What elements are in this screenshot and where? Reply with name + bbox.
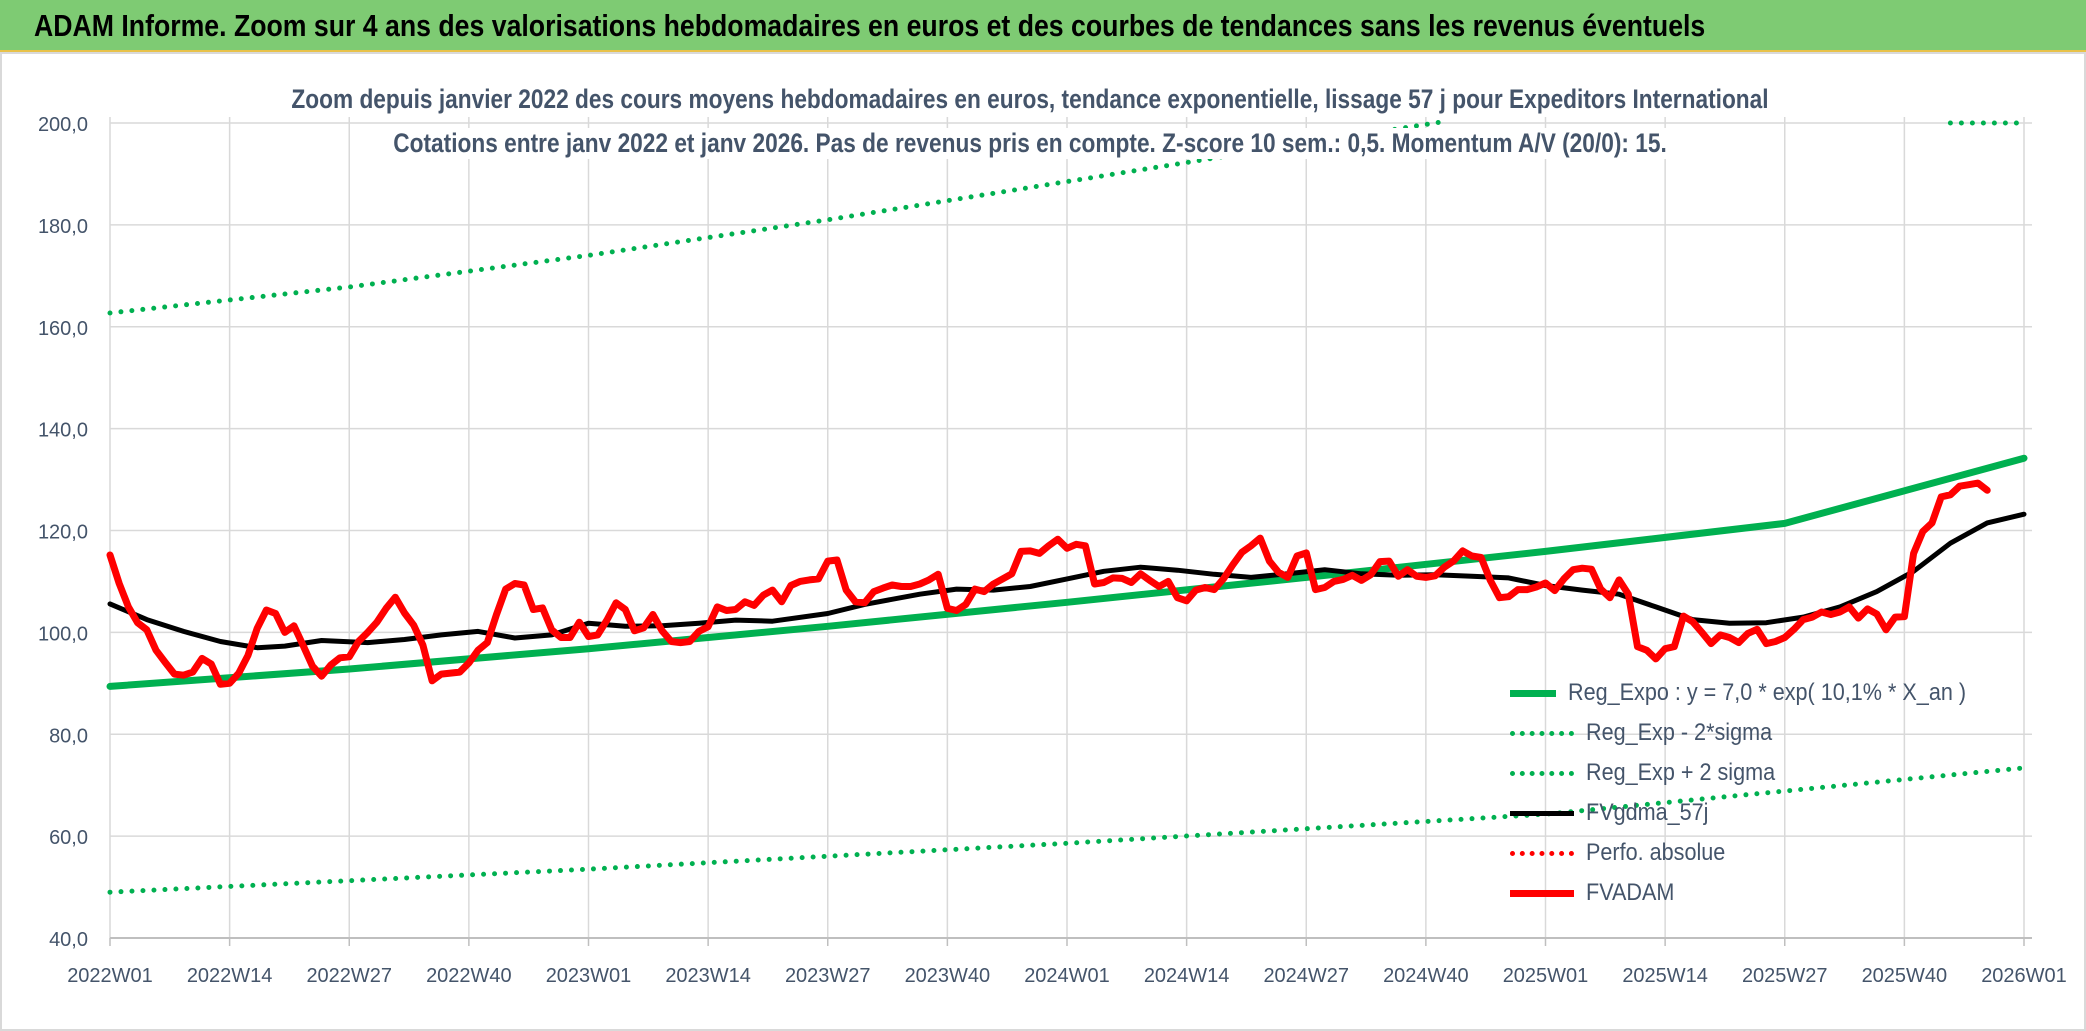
- legend-label: Reg_Exp + 2 sigma: [1586, 759, 1776, 786]
- x-tick-label: 2023W01: [546, 965, 632, 987]
- x-tick-label: 2024W40: [1383, 965, 1469, 987]
- legend-item: Reg_Exp + 2 sigma: [1510, 753, 2010, 793]
- x-tick-label: 2022W01: [67, 965, 153, 987]
- legend-swatch: [1510, 810, 1574, 816]
- legend-item: FVgdma_57j: [1510, 793, 2010, 833]
- x-tick-label: 2025W14: [1622, 965, 1708, 987]
- legend-swatch: [1510, 770, 1574, 776]
- report-title: ADAM Informe. Zoom sur 4 ans des valoris…: [34, 8, 1706, 43]
- report-banner: ADAM Informe. Zoom sur 4 ans des valoris…: [0, 0, 2086, 52]
- x-tick-label: 2022W27: [306, 965, 392, 987]
- y-tick-label: 80,0: [49, 725, 88, 747]
- legend-label: Perfo. absolue: [1586, 839, 1726, 866]
- legend-swatch: [1510, 850, 1574, 856]
- x-tick-label: 2025W40: [1862, 965, 1948, 987]
- y-tick-label: 160,0: [38, 318, 88, 340]
- y-tick-label: 60,0: [49, 827, 88, 849]
- x-tick-label: 2024W14: [1144, 965, 1230, 987]
- x-tick-label: 2024W01: [1024, 965, 1110, 987]
- x-tick-label: 2023W27: [785, 965, 871, 987]
- y-tick-label: 200,0: [38, 114, 88, 136]
- chart-frame: [0, 52, 2086, 1031]
- legend-item: FVADAM: [1510, 873, 2010, 913]
- chart-legend: Reg_Expo : y = 7,0 * exp( 10,1% * X_an )…: [1510, 673, 2010, 913]
- legend-swatch: [1510, 689, 1556, 697]
- x-tick-label: 2024W27: [1263, 965, 1349, 987]
- y-tick-label: 120,0: [38, 522, 88, 544]
- legend-item: Reg_Exp - 2*sigma: [1510, 713, 2010, 753]
- legend-swatch: [1510, 730, 1574, 736]
- x-tick-label: 2025W27: [1742, 965, 1828, 987]
- x-tick-label: 2023W14: [665, 965, 751, 987]
- chart-title: Zoom depuis janvier 2022 des cours moyen…: [286, 84, 1774, 115]
- y-tick-label: 40,0: [49, 929, 88, 951]
- y-tick-label: 100,0: [38, 623, 88, 645]
- legend-item: Perfo. absolue: [1510, 833, 2010, 873]
- y-tick-label: 180,0: [38, 216, 88, 238]
- legend-label: Reg_Expo : y = 7,0 * exp( 10,1% * X_an ): [1567, 679, 1966, 706]
- x-tick-label: 2026W01: [1981, 965, 2067, 987]
- legend-item: Reg_Expo : y = 7,0 * exp( 10,1% * X_an ): [1510, 673, 2010, 713]
- chart-subtitle: Cotations entre janv 2022 et janv 2026. …: [388, 128, 1672, 159]
- legend-label: FVgdma_57j: [1586, 799, 1709, 826]
- legend-label: FVADAM: [1586, 879, 1675, 906]
- x-tick-label: 2022W14: [187, 965, 273, 987]
- x-tick-label: 2025W01: [1503, 965, 1589, 987]
- legend-swatch: [1510, 889, 1574, 897]
- y-tick-label: 140,0: [38, 420, 88, 442]
- x-tick-label: 2022W40: [426, 965, 512, 987]
- x-tick-label: 2023W40: [905, 965, 991, 987]
- fvadam-line: [106, 479, 1991, 688]
- reg-exp-minus-2sigma-line: [107, 765, 2027, 895]
- legend-label: Reg_Exp - 2*sigma: [1586, 719, 1773, 746]
